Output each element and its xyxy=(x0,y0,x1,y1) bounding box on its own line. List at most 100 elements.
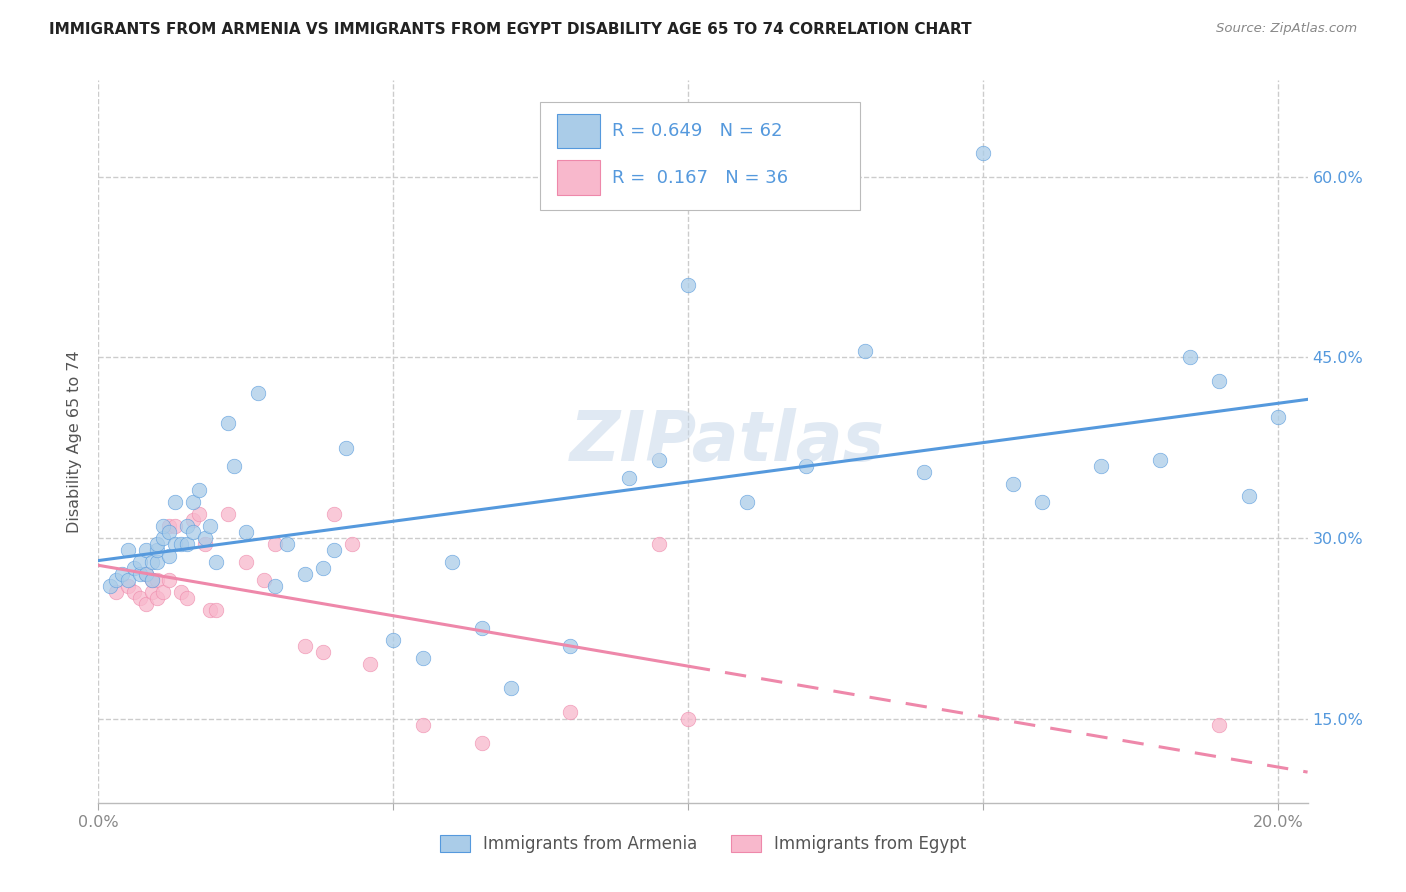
Point xyxy=(176,537,198,551)
Point xyxy=(105,573,128,587)
FancyBboxPatch shape xyxy=(540,102,860,211)
Point xyxy=(1090,458,1112,473)
Point xyxy=(235,555,257,569)
Point xyxy=(98,579,121,593)
Point xyxy=(252,573,274,587)
Point xyxy=(217,417,239,431)
Point xyxy=(853,344,876,359)
Point xyxy=(311,561,333,575)
Point xyxy=(128,555,150,569)
Point xyxy=(117,579,139,593)
Point xyxy=(117,542,139,557)
Point xyxy=(222,458,245,473)
Point xyxy=(187,507,209,521)
Point xyxy=(1031,494,1053,508)
Point xyxy=(311,645,333,659)
Text: Source: ZipAtlas.com: Source: ZipAtlas.com xyxy=(1216,22,1357,36)
Point xyxy=(146,542,169,557)
Point xyxy=(382,633,405,648)
Point xyxy=(105,585,128,599)
Point xyxy=(205,603,228,617)
Point xyxy=(205,555,228,569)
Point xyxy=(794,458,817,473)
Point xyxy=(359,657,381,672)
Point xyxy=(122,585,145,599)
Text: IMMIGRANTS FROM ARMENIA VS IMMIGRANTS FROM EGYPT DISABILITY AGE 65 TO 74 CORRELA: IMMIGRANTS FROM ARMENIA VS IMMIGRANTS FR… xyxy=(49,22,972,37)
Point xyxy=(441,555,464,569)
Point xyxy=(678,278,700,293)
Text: R =  0.167   N = 36: R = 0.167 N = 36 xyxy=(613,169,789,186)
Point xyxy=(117,573,139,587)
Point xyxy=(1149,452,1171,467)
Point xyxy=(165,537,187,551)
Point xyxy=(294,567,316,582)
Point xyxy=(501,681,523,696)
Bar xyxy=(557,113,600,148)
Point xyxy=(176,591,198,606)
Point xyxy=(157,519,180,533)
Point xyxy=(141,573,163,587)
Point xyxy=(170,585,193,599)
Point xyxy=(323,542,346,557)
Point xyxy=(246,386,269,401)
Point xyxy=(648,537,671,551)
Point xyxy=(264,537,287,551)
Point xyxy=(181,494,204,508)
Point xyxy=(135,597,157,611)
Point xyxy=(181,524,204,539)
Point xyxy=(128,567,150,582)
Point xyxy=(1237,489,1260,503)
Text: ZIPatlas: ZIPatlas xyxy=(569,408,884,475)
Point xyxy=(152,519,174,533)
Point xyxy=(471,735,494,749)
Point xyxy=(135,542,157,557)
Bar xyxy=(557,161,600,195)
Y-axis label: Disability Age 65 to 74: Disability Age 65 to 74 xyxy=(67,351,83,533)
Point xyxy=(235,524,257,539)
Point xyxy=(157,524,180,539)
Point xyxy=(678,712,700,726)
Point xyxy=(912,465,935,479)
Point xyxy=(181,513,204,527)
Point xyxy=(165,519,187,533)
Point xyxy=(200,519,222,533)
Point xyxy=(276,537,298,551)
Point xyxy=(165,494,187,508)
Point xyxy=(217,507,239,521)
Point xyxy=(187,483,209,497)
Point xyxy=(735,494,758,508)
Point xyxy=(648,452,671,467)
Point xyxy=(135,567,157,582)
Point xyxy=(157,573,180,587)
Point xyxy=(146,555,169,569)
Point xyxy=(340,537,363,551)
Point xyxy=(294,639,316,653)
Point xyxy=(619,471,641,485)
Point xyxy=(264,579,287,593)
Point xyxy=(1208,717,1230,731)
Point xyxy=(157,549,180,563)
Point xyxy=(560,706,582,720)
Point xyxy=(1267,410,1289,425)
Point xyxy=(323,507,346,521)
Legend: Immigrants from Armenia, Immigrants from Egypt: Immigrants from Armenia, Immigrants from… xyxy=(433,828,973,860)
Point xyxy=(146,573,169,587)
Point xyxy=(1178,351,1201,365)
Point xyxy=(335,441,357,455)
Point xyxy=(146,537,169,551)
Point xyxy=(146,591,169,606)
Point xyxy=(412,651,434,665)
Point xyxy=(194,537,217,551)
Point xyxy=(141,555,163,569)
Point xyxy=(152,585,174,599)
Point xyxy=(1208,375,1230,389)
Point xyxy=(412,717,434,731)
Point xyxy=(152,531,174,545)
Point xyxy=(200,603,222,617)
Point xyxy=(141,585,163,599)
Point xyxy=(972,145,994,160)
Point xyxy=(1001,476,1024,491)
Point xyxy=(176,519,198,533)
Point xyxy=(128,591,150,606)
Point xyxy=(170,537,193,551)
